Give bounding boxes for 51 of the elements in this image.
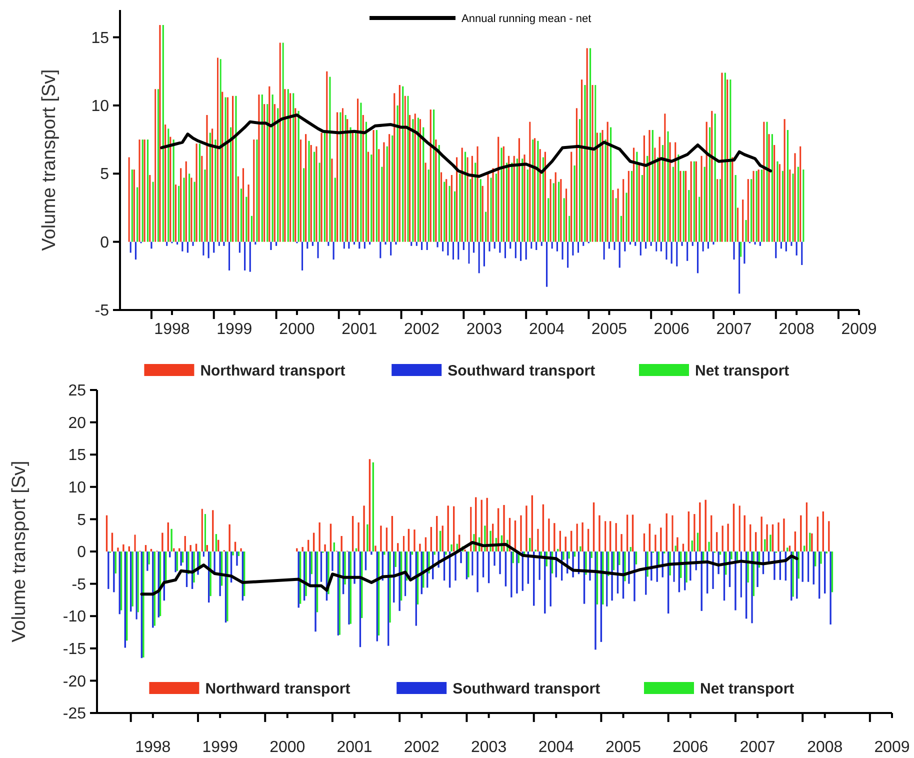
x-tick-label: 2008 — [807, 739, 843, 756]
legend-label: Net transport — [700, 680, 794, 698]
y-tick-label: -20 — [62, 673, 86, 690]
x-tick-label: 2009 — [841, 321, 877, 338]
x-tick-label: 1998 — [154, 321, 190, 338]
x-tick-label: 1998 — [135, 739, 171, 756]
x-tick-label: 2004 — [528, 321, 565, 338]
y-tick-label: 0 — [100, 234, 110, 252]
x-tick-label: 2004 — [538, 739, 574, 756]
x-tick-label: 2000 — [270, 739, 306, 756]
x-tick-label: 2002 — [404, 321, 440, 338]
x-tick-label: 2008 — [778, 321, 814, 338]
x-tick-label: 2009 — [874, 739, 910, 756]
text: Annual running mean - net — [462, 12, 592, 25]
y-tick-label: 10 — [91, 98, 110, 116]
x-tick-label: 2003 — [471, 739, 507, 756]
y-axis-title: Volume transport [Sv] — [39, 69, 60, 251]
y-tick-label: 10 — [68, 480, 86, 496]
y-tick-label: 20 — [68, 414, 86, 432]
y-tick-label: -10 — [62, 608, 86, 626]
x-tick-label: 2006 — [672, 739, 708, 756]
x-tick-label: 2002 — [404, 739, 440, 756]
y-tick-label: -25 — [62, 706, 86, 723]
y-tick-label: 15 — [91, 30, 110, 47]
legend-label: Southward transport — [452, 680, 600, 698]
y-tick-label: 5 — [100, 166, 110, 184]
x-tick-label: 2000 — [279, 321, 315, 338]
x-tick-label: 2005 — [605, 739, 642, 756]
line-series — [160, 114, 772, 178]
y-tick-label: 25 — [68, 382, 86, 400]
x-tick-label: 2007 — [740, 739, 776, 756]
x-tick-label: 2005 — [591, 321, 628, 338]
y-tick-label: -5 — [72, 576, 86, 594]
x-tick-label: 1999 — [216, 321, 252, 338]
legend-label: Northward transport — [200, 362, 346, 380]
x-tick-label: 2001 — [336, 739, 372, 756]
x-tick-label: 2001 — [342, 321, 378, 338]
y-tick-label: 5 — [77, 512, 86, 529]
y-tick-label: 15 — [68, 447, 86, 464]
legend-label: Net transport — [695, 362, 790, 380]
x-tick-label: 1999 — [202, 739, 238, 756]
x-tick-label: 2007 — [716, 321, 752, 338]
y-axis-title: Volume transport [Sv] — [9, 460, 30, 642]
x-tick-label: 2006 — [654, 321, 690, 338]
line-series — [140, 540, 798, 596]
legend-label: Northward transport — [205, 680, 350, 698]
y-tick-label: 0 — [77, 544, 86, 562]
y-tick-label: -15 — [62, 641, 86, 658]
legend-label: Southward transport — [448, 362, 596, 380]
x-tick-label: 2003 — [466, 321, 502, 338]
y-tick-label: -5 — [94, 302, 110, 320]
